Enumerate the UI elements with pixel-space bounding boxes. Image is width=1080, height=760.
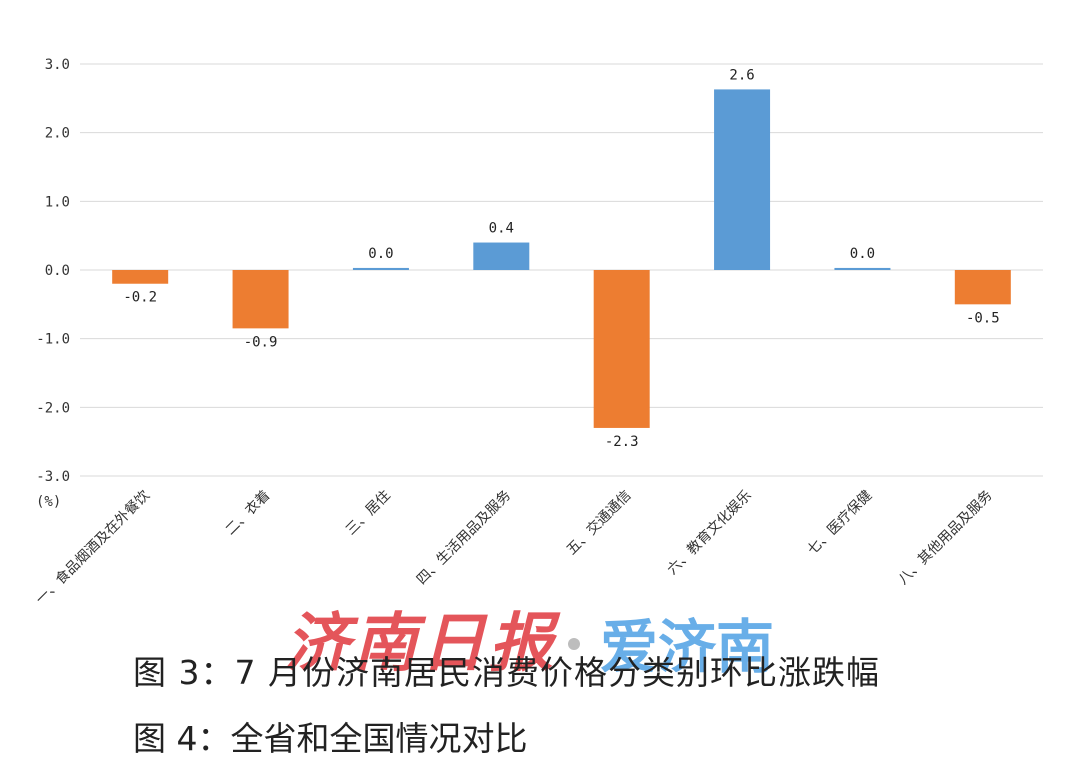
bar bbox=[714, 89, 771, 270]
data-label: 0.0 bbox=[850, 246, 875, 262]
figure-caption: 图 3：7 月份济南居民消费价格分类别环比涨跌幅 bbox=[133, 653, 880, 692]
bar-chart: 3.0 2.0 1.0 0.0 -1.0 -2.0 -3.0 (%) -0.2 -0.9 0.0… bbox=[32, 57, 1043, 608]
bar bbox=[954, 270, 1011, 305]
bar bbox=[834, 267, 891, 270]
x-axis-categories: 一、食品烟酒及在外餐饮 二、衣着 三、居住 四、生活用品及服务 五、交通通信 六、教育文化… bbox=[32, 487, 996, 608]
data-label: 2.6 bbox=[729, 67, 754, 83]
data-label: -0.2 bbox=[123, 290, 157, 306]
x-category-label: 四、生活用品及服务 bbox=[414, 488, 514, 588]
bar bbox=[232, 270, 289, 329]
y-tick-label: -2.0 bbox=[36, 400, 70, 416]
x-category-label: 三、居住 bbox=[343, 488, 394, 539]
y-tick-label: 0.0 bbox=[45, 263, 70, 279]
x-category-label: 七、医疗保健 bbox=[805, 488, 876, 559]
data-label: -2.3 bbox=[605, 434, 639, 450]
y-axis-unit: (%) bbox=[36, 494, 61, 510]
y-tick-label: 3.0 bbox=[45, 57, 70, 73]
data-label: -0.5 bbox=[966, 310, 1000, 326]
y-tick-label: 1.0 bbox=[45, 194, 70, 210]
data-label: 0.0 bbox=[368, 246, 393, 262]
bar bbox=[593, 270, 650, 428]
gridlines bbox=[80, 63, 1043, 477]
y-tick-label: 2.0 bbox=[45, 126, 70, 142]
y-axis-ticks: 3.0 2.0 1.0 0.0 -1.0 -2.0 -3.0 bbox=[36, 57, 70, 485]
watermark-dot bbox=[568, 638, 580, 650]
x-category-label: 六、教育文化娱乐 bbox=[664, 488, 755, 579]
y-tick-label: -3.0 bbox=[36, 469, 70, 485]
bar bbox=[473, 242, 530, 270]
bar bbox=[352, 267, 409, 270]
bar bbox=[112, 270, 169, 284]
x-category-label: 八、其他用品及服务 bbox=[895, 488, 995, 588]
data-label: -0.9 bbox=[244, 334, 278, 350]
data-labels: -0.2 -0.9 0.0 0.4 -2.3 2.6 0.0 -0.5 bbox=[123, 67, 999, 450]
newspaper-watermark: 济南日报 bbox=[285, 606, 557, 681]
y-tick-label: -1.0 bbox=[36, 332, 70, 348]
data-label: 0.4 bbox=[489, 221, 514, 237]
next-caption-cut-off: 图 4：全省和全国情况对比 bbox=[133, 719, 528, 758]
x-category-label: 五、交通通信 bbox=[563, 487, 634, 558]
bars bbox=[112, 89, 1011, 428]
app-watermark: 爱济南 bbox=[600, 613, 775, 681]
x-category-label: 二、衣着 bbox=[222, 488, 273, 539]
